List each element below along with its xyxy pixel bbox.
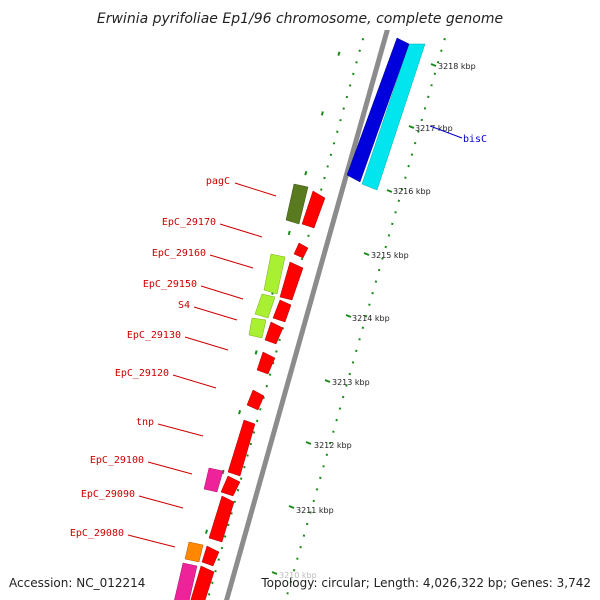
gene-top-orange-fragment[interactable]	[362, 0, 375, 8]
gene-red-3[interactable]	[272, 299, 292, 323]
gene-EpC_29080[interactable]	[184, 541, 204, 563]
gene-label-EpC_29130[interactable]: EpC_29130	[127, 330, 181, 341]
gene-label-S4[interactable]: S4	[178, 300, 190, 311]
gene-magenta-bottom[interactable]	[173, 562, 198, 600]
gene-EpC_29130[interactable]	[264, 321, 284, 345]
tick-label-3212: 3212 kbp	[314, 441, 352, 450]
gene-EpC_29160[interactable]	[263, 253, 286, 295]
gene-label-EpC_29160[interactable]: EpC_29160	[152, 248, 206, 259]
gene-label-pagC[interactable]: pagC	[206, 176, 230, 187]
gc-content-track-outer	[284, 30, 449, 600]
topology-text: Topology: circular; Length: 4,026,322 bp…	[260, 576, 591, 590]
gene-tnp[interactable]	[227, 419, 256, 477]
gene-label-EpC_29170[interactable]: EpC_29170	[162, 217, 216, 228]
gene-bisC-arrow-blue[interactable]	[346, 37, 410, 183]
gene-S4[interactable]	[248, 317, 267, 339]
tick-label-3210: 3210 kbp	[279, 571, 317, 580]
gene-EpC_29090[interactable]	[208, 495, 235, 543]
tick-label-3216: 3216 kbp	[393, 187, 431, 196]
gene-label-EpC_29120[interactable]: EpC_29120	[115, 368, 169, 379]
chromosome-backbone	[224, 30, 390, 600]
gene-label-EpC_29080[interactable]: EpC_29080	[70, 528, 124, 539]
gene-red-1[interactable]	[301, 190, 326, 229]
gene-red-2[interactable]	[279, 261, 304, 301]
gene-EpC_29170[interactable]	[293, 242, 309, 259]
gene-top-red-fragment[interactable]	[378, 0, 396, 8]
gene-label-bisC[interactable]: bisC	[463, 134, 487, 145]
gene-red-5[interactable]	[220, 475, 241, 497]
tick-label-3211: 3211 kbp	[296, 506, 334, 515]
gene-pagC[interactable]	[285, 183, 309, 225]
gene-label-EpC_29100[interactable]: EpC_29100	[90, 455, 144, 466]
gene-red-6[interactable]	[201, 545, 220, 567]
label-leader-lines	[127, 182, 277, 548]
gene-EpC_29100[interactable]	[203, 467, 224, 493]
tick-label-3215: 3215 kbp	[371, 251, 409, 260]
gene-label-EpC_29090[interactable]: EpC_29090	[81, 489, 135, 500]
gene-bisC-arrow-cyan[interactable]	[361, 43, 426, 191]
map-title: Erwinia pyrifoliae Ep1/96 chromosome, co…	[97, 11, 503, 27]
gene-EpC_29150[interactable]	[254, 293, 276, 319]
gene-red-bottom[interactable]	[189, 565, 215, 600]
tick-label-3217: 3217 kbp	[415, 124, 453, 133]
scale-ticks	[271, 63, 437, 575]
gene-label-tnp[interactable]: tnp	[136, 417, 154, 428]
gene-red-4[interactable]	[246, 389, 265, 411]
bisC-leader-line	[429, 125, 463, 139]
accession-text: Accession: NC_012214	[9, 576, 145, 590]
tick-label-3218: 3218 kbp	[438, 62, 476, 71]
gene-label-EpC_29150[interactable]: EpC_29150	[143, 279, 197, 290]
gene-EpC_29120[interactable]	[256, 351, 276, 375]
tick-label-3213: 3213 kbp	[332, 378, 370, 387]
tick-label-3214: 3214 kbp	[352, 314, 390, 323]
